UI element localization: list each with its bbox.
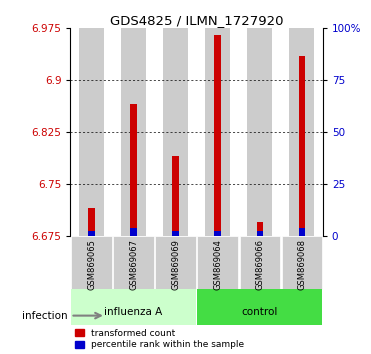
Bar xyxy=(299,228,305,236)
Bar xyxy=(88,208,95,236)
Bar xyxy=(79,28,104,236)
Bar xyxy=(71,289,196,299)
Bar xyxy=(247,28,272,236)
Bar xyxy=(197,236,238,289)
Bar xyxy=(131,104,137,236)
Text: control: control xyxy=(242,307,278,317)
Bar xyxy=(71,299,196,325)
Bar xyxy=(289,28,314,236)
Text: GSM869067: GSM869067 xyxy=(129,239,138,290)
Text: infection: infection xyxy=(22,310,68,321)
Bar xyxy=(240,236,280,289)
Text: GSM869066: GSM869066 xyxy=(255,239,264,290)
Bar xyxy=(197,289,322,299)
Bar xyxy=(131,228,137,236)
Bar xyxy=(121,28,146,236)
Bar xyxy=(88,231,95,236)
Bar xyxy=(114,236,154,289)
Text: GSM869069: GSM869069 xyxy=(171,239,180,290)
Bar xyxy=(173,231,179,236)
Bar xyxy=(214,231,221,236)
Text: influenza A: influenza A xyxy=(104,307,163,317)
Bar xyxy=(197,299,322,325)
Bar xyxy=(71,236,112,289)
Title: GDS4825 / ILMN_1727920: GDS4825 / ILMN_1727920 xyxy=(110,14,283,27)
Bar xyxy=(256,231,263,236)
Bar xyxy=(163,28,188,236)
Bar xyxy=(256,222,263,236)
Text: GSM869068: GSM869068 xyxy=(297,239,306,290)
Legend: transformed count, percentile rank within the sample: transformed count, percentile rank withi… xyxy=(75,329,244,349)
Bar xyxy=(214,35,221,236)
Bar xyxy=(205,28,230,236)
Text: GSM869065: GSM869065 xyxy=(87,239,96,290)
Bar xyxy=(155,236,196,289)
Bar xyxy=(299,56,305,236)
Bar xyxy=(282,236,322,289)
Text: GSM869064: GSM869064 xyxy=(213,239,222,290)
Bar xyxy=(173,156,179,236)
